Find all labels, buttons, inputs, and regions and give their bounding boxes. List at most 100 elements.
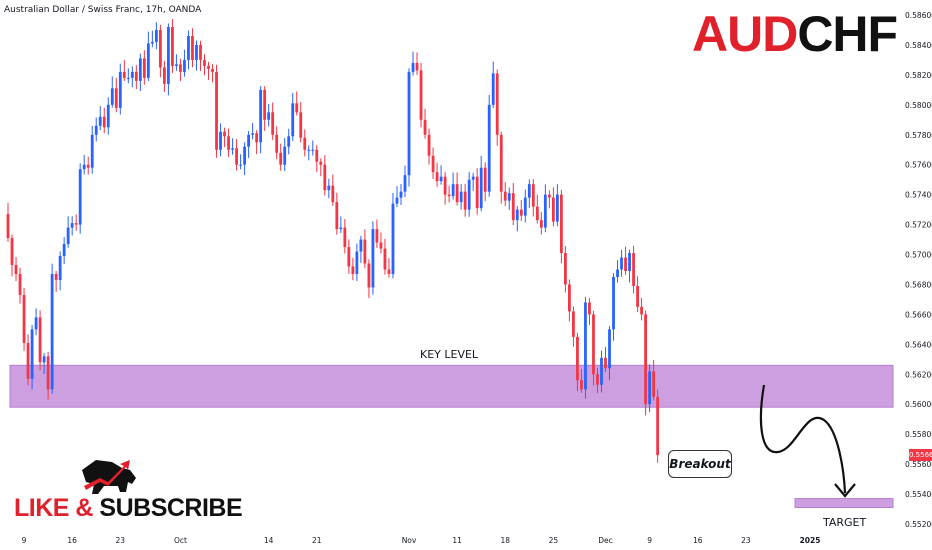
candle-body [307,149,311,151]
candle-body [279,152,283,165]
candle-body [411,62,415,72]
candle-body [447,194,451,197]
candle-body [379,242,383,249]
candle-body [451,184,455,197]
candle-body [507,193,511,201]
candle-body [311,149,315,151]
candle-body [219,131,222,150]
candle-body [191,35,194,60]
candle-body [459,191,463,203]
candles-layer [6,19,660,463]
candle-body [531,184,535,207]
candle-body [126,77,130,79]
candle-body [259,89,263,143]
candle-body [580,380,583,390]
candle-body [652,371,656,397]
candle-body [351,266,355,274]
candle-body [54,273,58,280]
candle-body [203,59,206,66]
candle-body [495,73,499,135]
subscribe-word: SUBSCRIBE [99,494,243,522]
candle-body [118,71,122,108]
candle-body [463,191,467,210]
candle-body [499,134,503,192]
y-tick-label: 0.55200 [905,520,932,529]
candle-body [263,89,267,120]
candle-body [30,329,34,379]
candle-body [503,191,507,201]
candle-body [295,103,299,113]
last-price-tag: 0.55662 [909,449,932,461]
candle-body [584,302,587,390]
candle-body [403,175,407,192]
candle-body [235,148,238,165]
candle-body [90,134,94,168]
candle-body [387,269,391,274]
x-tick-label: 9 [22,536,27,545]
candle-body [600,357,603,385]
candle-body [435,172,439,182]
candle-body [475,176,479,209]
candle-body [551,197,555,222]
x-tick-label: 16 [67,536,77,545]
candle-body [158,29,162,68]
candle-body [439,176,443,182]
candle-body [287,136,291,147]
candle-body [648,371,652,405]
candle-body [515,209,519,221]
candle-body [171,26,174,66]
candle-body [640,306,643,315]
candle-body [267,112,271,120]
candle-body [656,396,660,456]
x-tick-label: Dec [598,536,613,545]
breakout-callout: Breakout [668,450,732,478]
candle-body [527,184,531,198]
candle-body [443,176,447,195]
candle-body [616,269,619,277]
candle-body [255,133,259,143]
subscribe-banner[interactable]: LIKE & SUBSCRIBE [14,494,243,523]
candle-body [134,71,138,81]
candle-body [82,164,86,170]
candle-body [644,314,647,405]
candle-body [564,253,567,285]
candle-body [14,265,18,274]
candle-body [367,263,371,288]
x-tick-label: 25 [549,536,559,545]
candle-body [347,247,351,267]
candle-body [596,374,599,385]
candle-body [18,273,22,295]
ticker-base: AUD [692,6,798,62]
candle-body [375,229,379,243]
candle-body [636,285,639,307]
projection-arrow [759,384,856,498]
plot-background [0,0,900,530]
candle-body [407,71,411,176]
candle-body [455,184,459,203]
candle-body [167,26,170,84]
projection-curve [759,384,847,494]
candle-body [110,88,114,105]
candle-body [211,68,214,72]
candle-body [66,227,70,245]
candle-body [391,203,395,274]
candle-body [547,194,551,198]
candle-body [70,223,74,228]
candle-body [163,67,166,84]
candle-body [331,185,335,203]
candle-body [227,136,230,150]
candle-body [303,137,307,150]
candle-body [471,176,475,180]
candle-body [559,194,563,254]
candle-body [271,112,275,135]
candle-body [102,116,106,128]
candle-body [415,62,419,71]
